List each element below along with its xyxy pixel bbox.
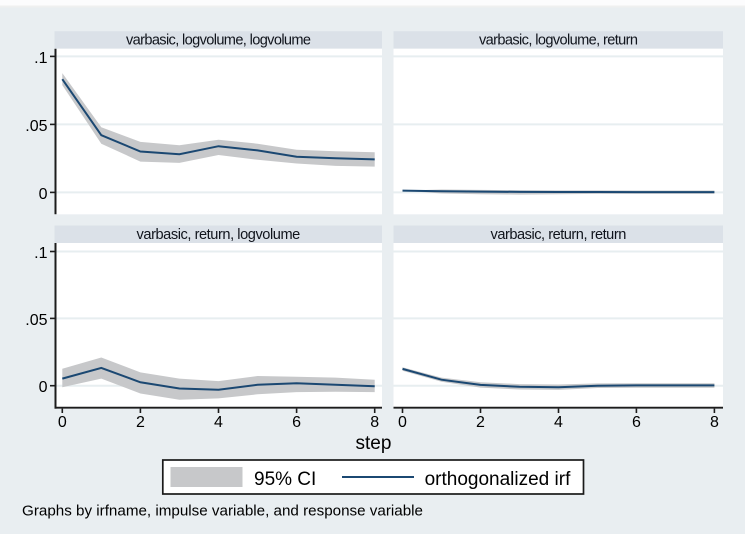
svg-text:step: step — [356, 433, 392, 454]
svg-text:6: 6 — [292, 414, 301, 431]
svg-text:4: 4 — [554, 414, 563, 431]
svg-text:2: 2 — [476, 414, 485, 431]
svg-text:varbasic, logvolume, return: varbasic, logvolume, return — [479, 32, 638, 48]
svg-text:0: 0 — [398, 414, 407, 431]
svg-text:.1: .1 — [34, 245, 47, 262]
svg-text:varbasic, return, logvolume: varbasic, return, logvolume — [137, 227, 301, 243]
svg-text:varbasic, logvolume, logvolume: varbasic, logvolume, logvolume — [126, 32, 311, 48]
svg-text:0: 0 — [58, 414, 67, 431]
svg-text:6: 6 — [632, 414, 641, 431]
svg-text:0: 0 — [39, 379, 48, 396]
svg-text:orthogonalized irf: orthogonalized irf — [425, 469, 571, 490]
svg-text:95% CI: 95% CI — [254, 469, 316, 490]
svg-text:varbasic, return, return: varbasic, return, return — [491, 227, 627, 243]
svg-text:2: 2 — [136, 414, 145, 431]
svg-text:.1: .1 — [34, 50, 47, 67]
svg-text:8: 8 — [370, 414, 379, 431]
svg-text:Graphs by irfname, impulse var: Graphs by irfname, impulse variable, and… — [22, 503, 423, 520]
svg-text:4: 4 — [214, 414, 223, 431]
svg-text:.05: .05 — [25, 312, 47, 329]
svg-text:0: 0 — [39, 186, 48, 203]
svg-text:8: 8 — [710, 414, 719, 431]
svg-text:.05: .05 — [25, 118, 47, 135]
